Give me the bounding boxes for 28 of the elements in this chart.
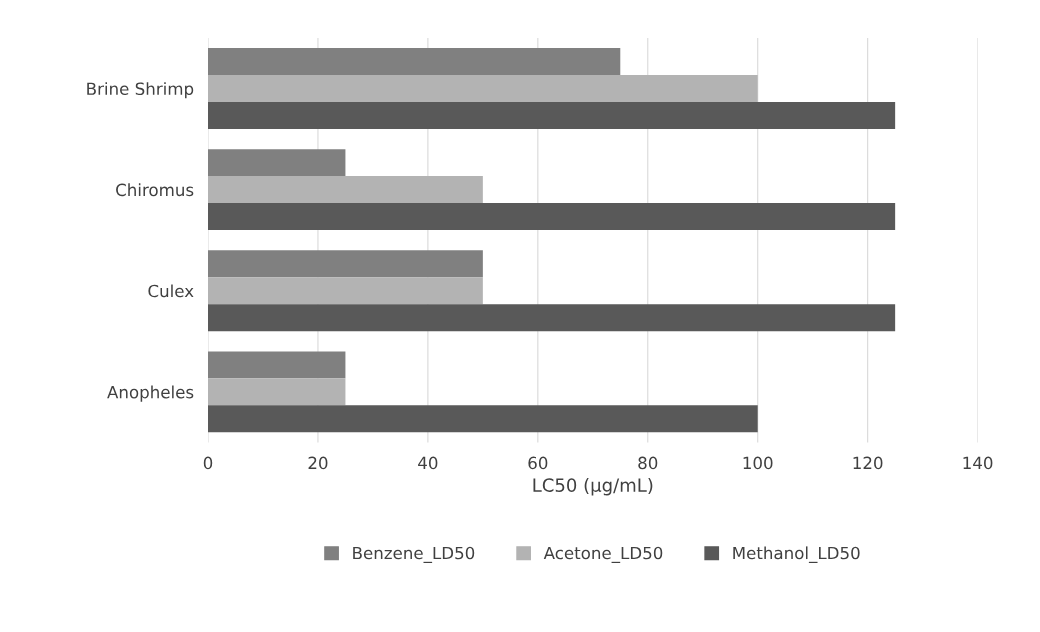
x-axis-title: LC50 (µg/mL)	[533, 477, 653, 496]
bar	[208, 378, 346, 406]
x-tick-label: 20	[308, 456, 328, 470]
legend-label: Benzene_LD50	[353, 546, 475, 563]
bar	[208, 203, 896, 231]
bar	[208, 149, 346, 177]
y-tick-label: Culex	[148, 284, 194, 298]
bar	[208, 48, 621, 75]
x-tick-label: 120	[853, 456, 883, 470]
x-tick-label: 100	[743, 456, 773, 470]
x-tick-label: 0	[203, 456, 213, 470]
x-tick-label: 80	[638, 456, 658, 470]
bar	[208, 304, 896, 332]
bar	[208, 101, 896, 129]
x-tick-label: 140	[963, 456, 993, 470]
y-tick-label: Anopheles	[107, 385, 194, 402]
y-tick-label: Brine Shrimp	[87, 82, 194, 99]
bar	[208, 351, 346, 379]
x-tick-label: 40	[418, 456, 438, 470]
y-tick-label: Chiromus	[116, 183, 194, 197]
bar	[208, 250, 483, 278]
legend-label: Acetone_LD50	[543, 546, 663, 563]
bar	[208, 405, 758, 433]
bar	[208, 277, 483, 305]
bar	[208, 75, 758, 102]
bar	[208, 176, 483, 204]
legend-label: Methanol_LD50	[733, 546, 860, 563]
x-tick-label: 60	[528, 456, 548, 470]
